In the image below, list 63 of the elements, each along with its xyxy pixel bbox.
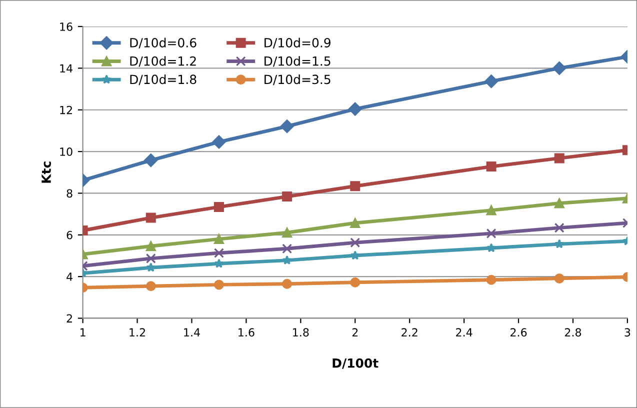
legend-label: D/10d=1.5 bbox=[264, 56, 330, 67]
point bbox=[350, 277, 360, 288]
x-tick-label: 2 bbox=[352, 328, 358, 336]
legend-label: D/10d=0.6 bbox=[130, 38, 196, 48]
y-tick-label: 10 bbox=[60, 148, 72, 156]
point bbox=[554, 239, 564, 248]
x-tick-label: 1.2 bbox=[130, 328, 145, 336]
point bbox=[554, 198, 564, 208]
point bbox=[486, 243, 496, 252]
legend-label: D/10d=0.9 bbox=[264, 38, 330, 48]
point bbox=[214, 248, 224, 258]
point bbox=[146, 212, 156, 223]
point bbox=[280, 120, 294, 134]
y-tick-label: 14 bbox=[60, 64, 72, 72]
x-tick-label: 2.8 bbox=[564, 328, 582, 337]
x-tick-label: 3 bbox=[624, 328, 630, 337]
point bbox=[350, 250, 360, 260]
point bbox=[348, 102, 362, 116]
legend-label: D/10d=1.2 bbox=[130, 56, 196, 67]
y-tick-label: 6 bbox=[66, 230, 72, 240]
point bbox=[214, 202, 224, 212]
point bbox=[350, 238, 360, 248]
point bbox=[486, 162, 496, 172]
point bbox=[486, 205, 496, 216]
y-tick-label: 16 bbox=[60, 22, 72, 31]
point bbox=[282, 278, 292, 289]
point bbox=[282, 244, 292, 254]
point bbox=[554, 222, 564, 233]
point bbox=[214, 280, 224, 290]
point bbox=[212, 135, 226, 149]
point bbox=[486, 228, 496, 238]
y-tick-label: 4 bbox=[66, 272, 72, 281]
x-axis-title: D/100t bbox=[332, 358, 378, 369]
x-tick-label: 1.4 bbox=[184, 328, 200, 336]
point bbox=[350, 218, 360, 228]
x-tick-label: 2.4 bbox=[456, 328, 472, 336]
point bbox=[484, 74, 498, 88]
legend-label: D/10d=3.5 bbox=[264, 74, 330, 86]
point bbox=[214, 258, 224, 268]
x-tick-label: 1.8 bbox=[293, 328, 309, 337]
y-axis-title: Ktc bbox=[42, 162, 51, 183]
point bbox=[350, 181, 360, 192]
point bbox=[214, 234, 224, 244]
x-tick-label: 2.2 bbox=[402, 328, 418, 336]
point bbox=[554, 153, 564, 164]
point bbox=[282, 228, 292, 238]
y-tick-label: 8 bbox=[66, 189, 72, 198]
x-tick-label: 1.6 bbox=[238, 328, 254, 337]
point bbox=[144, 154, 158, 168]
point bbox=[146, 241, 156, 252]
x-tick-label: 1 bbox=[80, 328, 86, 336]
legend-label: D/10d=1.8 bbox=[130, 74, 196, 86]
y-tick-label: 2 bbox=[66, 314, 72, 322]
point bbox=[146, 281, 156, 292]
point bbox=[486, 274, 496, 285]
point bbox=[552, 61, 566, 75]
x-tick-label: 2.6 bbox=[510, 328, 527, 337]
point bbox=[282, 255, 292, 265]
point bbox=[282, 192, 292, 202]
point bbox=[146, 253, 156, 264]
point bbox=[554, 273, 564, 284]
point bbox=[146, 262, 156, 272]
y-tick-label: 12 bbox=[60, 106, 72, 114]
